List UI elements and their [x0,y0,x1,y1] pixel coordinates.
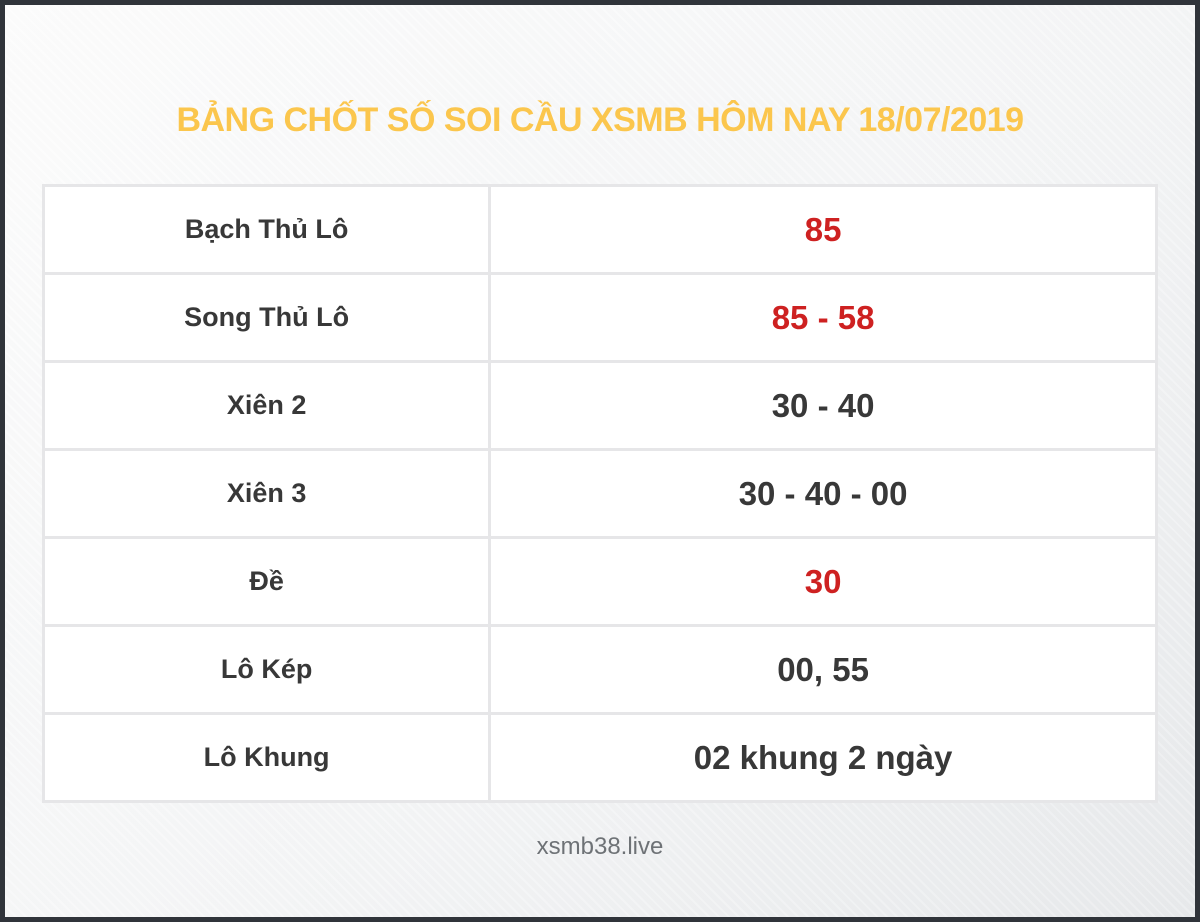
row-value: 30 [488,536,1158,627]
table-row: Bạch Thủ Lô 85 [41,184,1158,275]
table-row: Song Thủ Lô 85 - 58 [41,272,1158,363]
site-watermark: xsmb38.live [536,833,664,860]
row-value: 85 [488,184,1158,275]
row-label: Lô Kép [41,624,492,715]
lottery-prediction-banner: BẢNG CHỐT SỐ SOI CẦU XSMB HÔM NAY 18/07/… [5,98,1195,861]
table-row: Đề 30 [41,536,1158,627]
row-label: Song Thủ Lô [41,272,492,363]
prediction-table-body: Bạch Thủ Lô 85 Song Thủ Lô 85 - 58 Xiên … [41,184,1158,803]
row-label: Bạch Thủ Lô [41,184,492,275]
row-value: 00, 55 [488,624,1158,715]
table-row: Lô Khung 02 khung 2 ngày [41,712,1158,803]
row-label: Xiên 3 [41,448,492,539]
row-value: 30 - 40 [488,360,1158,451]
row-label: Đề [41,536,492,627]
row-value: 30 - 40 - 00 [488,448,1158,539]
table-row: Lô Kép 00, 55 [41,624,1158,715]
prediction-table: Bạch Thủ Lô 85 Song Thủ Lô 85 - 58 Xiên … [41,184,1158,803]
row-value: 02 khung 2 ngày [488,712,1158,803]
table-row: Xiên 2 30 - 40 [41,360,1158,451]
table-row: Xiên 3 30 - 40 - 00 [41,448,1158,539]
row-value: 85 - 58 [488,272,1158,363]
row-label: Lô Khung [41,712,492,803]
page-title: BẢNG CHỐT SỐ SOI CẦU XSMB HÔM NAY 18/07/… [176,101,1024,139]
row-label: Xiên 2 [41,360,492,451]
